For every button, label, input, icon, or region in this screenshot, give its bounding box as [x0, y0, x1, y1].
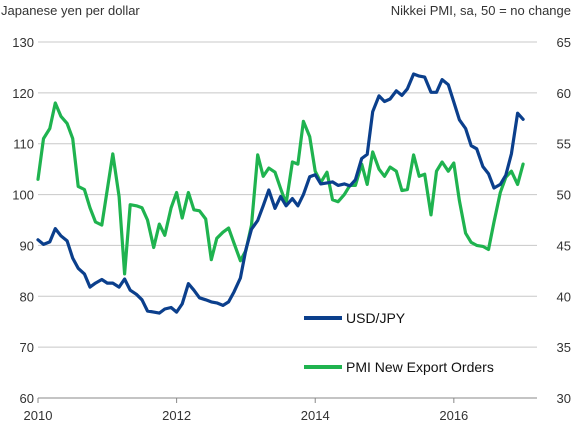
- right-tick-label: 50: [557, 188, 571, 203]
- right-tick-label: 45: [557, 238, 571, 253]
- left-y-axis: 60 70 80 90 100 110 120 130: [12, 35, 34, 406]
- legend-label-pmi-new-export-orders: PMI New Export Orders: [346, 359, 494, 375]
- left-tick-label: 90: [20, 238, 34, 253]
- x-tick-label: 2014: [301, 408, 330, 423]
- right-y-axis: 30 35 40 45 50 55 60 65: [557, 35, 571, 406]
- series-lines: [36, 72, 525, 315]
- right-tick-label: 30: [557, 391, 571, 406]
- x-axis: 2010 2012 2014 2016: [24, 398, 468, 423]
- left-tick-label: 120: [12, 86, 34, 101]
- right-tick-label: 40: [557, 289, 571, 304]
- series-line-pmi-new-export-orders: [36, 101, 525, 276]
- x-tick-label: 2016: [439, 408, 468, 423]
- right-tick-label: 60: [557, 86, 571, 101]
- left-tick-label: 100: [12, 188, 34, 203]
- left-axis-label: Japanese yen per dollar: [1, 3, 140, 18]
- legend: USD/JPY PMI New Export Orders: [304, 310, 494, 375]
- left-tick-label: 110: [13, 137, 34, 152]
- left-tick-label: 70: [20, 340, 34, 355]
- legend-label-usd-jpy: USD/JPY: [346, 310, 406, 326]
- left-tick-label: 80: [20, 289, 34, 304]
- right-tick-label: 35: [557, 340, 571, 355]
- x-tick-label: 2012: [162, 408, 191, 423]
- left-tick-label: 130: [12, 35, 34, 50]
- right-axis-label: Nikkei PMI, sa, 50 = no change: [391, 3, 571, 18]
- series-line-usd-jpy: [36, 72, 525, 315]
- left-tick-label: 60: [20, 391, 34, 406]
- right-tick-label: 55: [557, 137, 571, 152]
- right-tick-label: 65: [557, 35, 571, 50]
- x-tick-label: 2010: [24, 408, 53, 423]
